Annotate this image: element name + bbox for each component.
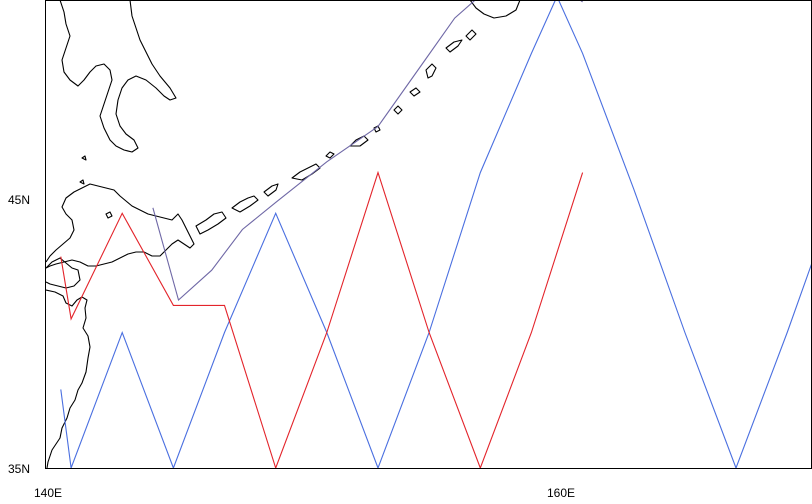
tsugaru-coastline: [46, 257, 81, 289]
lon-label-160e: 160E: [547, 486, 575, 500]
sakhalin-coastline: [59, 1, 177, 153]
survey-tracks: [60, 1, 811, 468]
honshu-coastline: [46, 289, 91, 468]
kuril-island-8: [393, 105, 403, 115]
hokkaido-coastline: [46, 183, 195, 269]
coastlines: [46, 1, 521, 468]
kuril-island-1: [195, 211, 227, 235]
kuril-island-5: [325, 151, 335, 159]
kuril-island-4: [291, 163, 321, 181]
lon-label-140e: 140E: [34, 486, 62, 500]
kamchatka-coastline: [470, 1, 521, 19]
kuril-island-12: [465, 29, 477, 41]
islet-3: [81, 155, 87, 161]
kuril-island-6: [349, 135, 369, 147]
islet-1: [105, 211, 113, 219]
islet-2: [79, 179, 85, 185]
track-purple-line: [152, 1, 583, 302]
track-blue-line: [60, 1, 811, 468]
kuril-island-10: [425, 63, 437, 79]
lat-label-45n: 45N: [8, 193, 30, 207]
lat-label-35n: 35N: [8, 462, 30, 476]
kuril-island-11: [445, 39, 463, 53]
track-red-line: [60, 170, 584, 468]
kuril-island-7: [373, 125, 381, 133]
kuril-island-3: [263, 183, 279, 197]
kuril-island-9: [409, 87, 421, 97]
kuril-island-2: [231, 195, 259, 213]
